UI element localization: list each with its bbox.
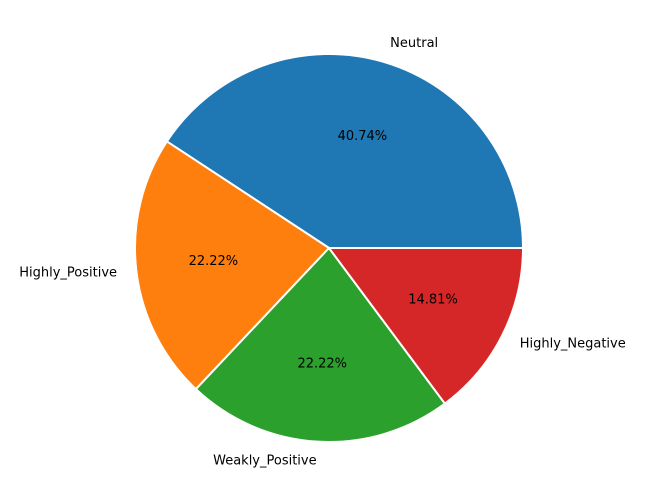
pie-slices [134,53,524,443]
category-label-highly-positive: Highly_Positive [19,265,117,280]
percent-label-highly-positive: 22.22% [189,254,239,269]
category-label-weakly-positive: Weakly_Positive [213,454,317,469]
pie-slice-weakly-positive [194,247,446,443]
category-label-highly-negative: Highly_Negative [520,336,626,351]
pie-slice-highly-negative [328,247,524,405]
pie-slice-highly-positive [134,140,330,391]
percent-label-highly-negative: 14.81% [408,293,458,308]
category-label-neutral: Neutral [390,36,438,51]
percent-label-weakly-positive: 22.22% [297,357,347,372]
percent-label-neutral: 40.74% [338,129,388,144]
pie-labels: Neutral 40.74% Highly_Positive 22.22% Weakly… [19,36,626,468]
